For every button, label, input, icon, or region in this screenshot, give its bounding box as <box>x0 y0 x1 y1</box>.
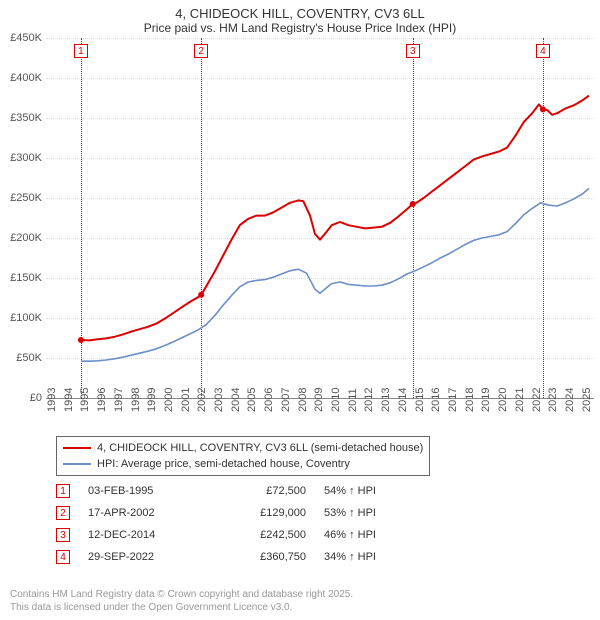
transaction-marker-ref: 2 <box>56 506 70 520</box>
legend-label: 4, CHIDEOCK HILL, COVENTRY, CV3 6LL (sem… <box>97 442 423 454</box>
transaction-date: 12-DEC-2014 <box>88 529 198 541</box>
hpi-line <box>81 188 589 361</box>
y-axis-label: £250K <box>2 192 42 204</box>
transaction-row: 2 17-APR-2002 £129,000 53% ↑ HPI <box>56 502 444 524</box>
chart-title-address: 4, CHIDEOCK HILL, COVENTRY, CV3 6LL <box>0 6 600 21</box>
y-axis-label: £150K <box>2 272 42 284</box>
transaction-marker-ref: 4 <box>56 550 70 564</box>
transaction-dot <box>198 292 204 298</box>
y-axis-label: £400K <box>2 72 42 84</box>
transaction-marker-ref: 1 <box>56 484 70 498</box>
transaction-marker-ref: 3 <box>56 528 70 542</box>
transaction-price: £242,500 <box>216 529 306 541</box>
y-axis-label: £450K <box>2 32 42 44</box>
transaction-dot <box>78 337 84 343</box>
transaction-date: 17-APR-2002 <box>88 507 198 519</box>
legend-label: HPI: Average price, semi-detached house,… <box>97 458 350 470</box>
chart-area: £0 £50K £100K £150K £200K £250K £300K £350K £400… <box>0 38 600 430</box>
transaction-hpi-diff: 54% ↑ HPI <box>324 485 444 497</box>
transaction-hpi-diff: 34% ↑ HPI <box>324 551 444 563</box>
transaction-dot <box>410 201 416 207</box>
y-axis-label: £50K <box>2 352 42 364</box>
transaction-dot <box>540 106 546 112</box>
transaction-row: 4 29-SEP-2022 £360,750 34% ↑ HPI <box>56 546 444 568</box>
transaction-price: £129,000 <box>216 507 306 519</box>
transaction-row: 1 03-FEB-1995 £72,500 54% ↑ HPI <box>56 480 444 502</box>
y-axis-label: £200K <box>2 232 42 244</box>
x-axis-label: 2025 <box>581 388 600 412</box>
chart-subtitle: Price paid vs. HM Land Registry's House … <box>0 21 600 35</box>
attribution-line2: This data is licensed under the Open Gov… <box>10 602 353 615</box>
legend-swatch <box>63 447 91 449</box>
transaction-date: 29-SEP-2022 <box>88 551 198 563</box>
transaction-row: 3 12-DEC-2014 £242,500 46% ↑ HPI <box>56 524 444 546</box>
transaction-hpi-diff: 53% ↑ HPI <box>324 507 444 519</box>
transaction-hpi-diff: 46% ↑ HPI <box>324 529 444 541</box>
attribution-line1: Contains HM Land Registry data © Crown c… <box>10 589 353 602</box>
chart-title-block: 4, CHIDEOCK HILL, COVENTRY, CV3 6LL Pric… <box>0 0 600 37</box>
legend: 4, CHIDEOCK HILL, COVENTRY, CV3 6LL (sem… <box>56 436 430 476</box>
transaction-table: 1 03-FEB-1995 £72,500 54% ↑ HPI 2 17-APR-2002… <box>56 480 444 568</box>
y-axis-label: £0 <box>2 392 42 404</box>
transaction-price: £360,750 <box>216 551 306 563</box>
transaction-price: £72,500 <box>216 485 306 497</box>
y-axis-label: £100K <box>2 312 42 324</box>
line-series <box>46 38 594 398</box>
y-axis-label: £300K <box>2 152 42 164</box>
legend-row: HPI: Average price, semi-detached house,… <box>63 456 423 472</box>
transaction-date: 03-FEB-1995 <box>88 485 198 497</box>
y-axis-label: £350K <box>2 112 42 124</box>
legend-row: 4, CHIDEOCK HILL, COVENTRY, CV3 6LL (sem… <box>63 440 423 456</box>
price-paid-line <box>81 96 589 341</box>
attribution: Contains HM Land Registry data © Crown c… <box>10 589 353 614</box>
legend-swatch <box>63 463 91 465</box>
